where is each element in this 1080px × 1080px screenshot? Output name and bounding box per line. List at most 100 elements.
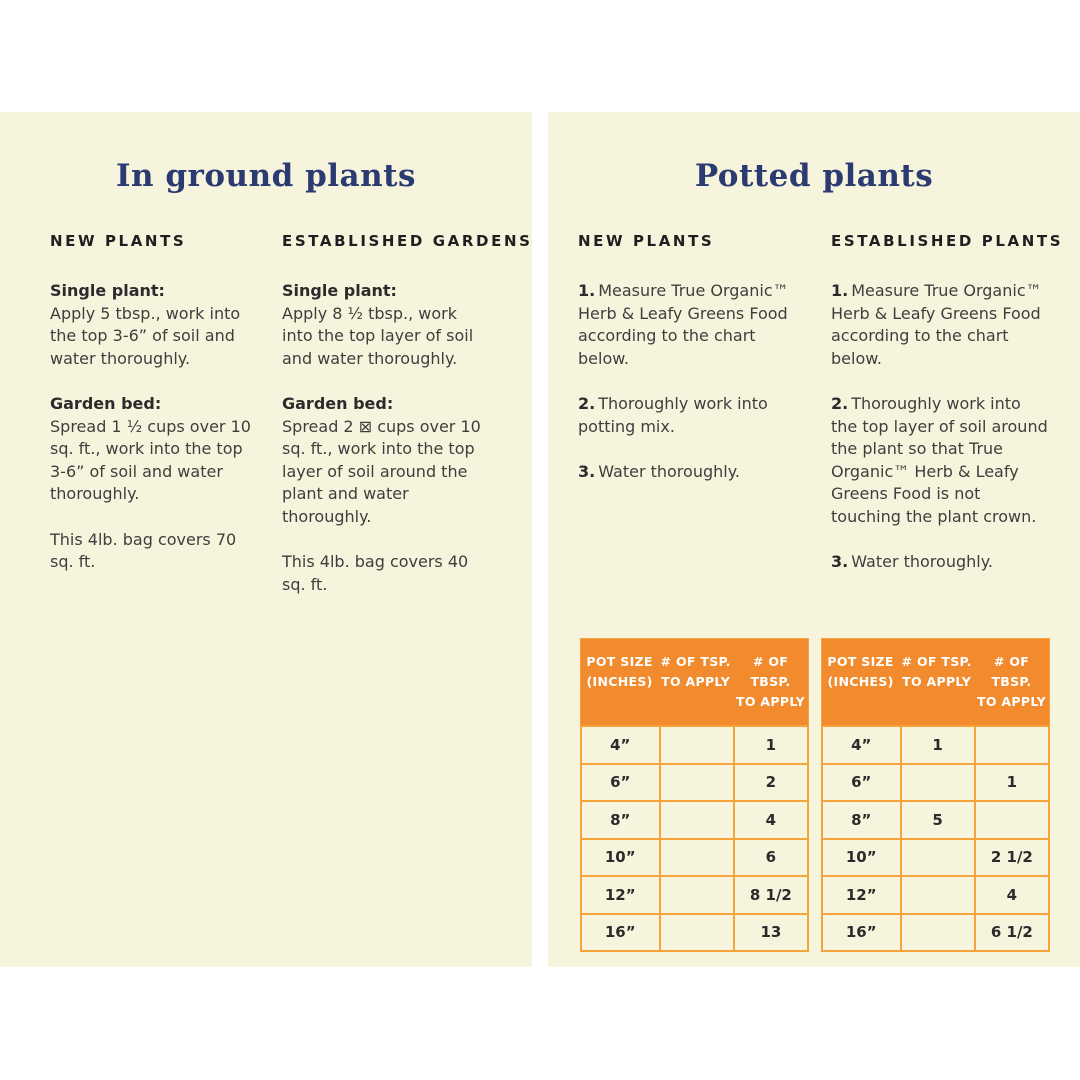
table-row: 12” 4 <box>823 875 1048 913</box>
pot-size-cell: 4” <box>851 735 872 754</box>
table-header-row: POT SIZE (INCHES) # OF TSP. TO APPLY # OF … <box>822 639 1049 726</box>
block-text: This 4lb. bag covers 40 sq. ft. <box>282 552 469 594</box>
block-text: Spread 1 ½ cups over 10 sq. ft., work in… <box>50 416 251 504</box>
table-header-cell: POT SIZE (INCHES) <box>822 652 899 712</box>
table-row: 8” 5 <box>823 800 1048 838</box>
step-text: Water thoroughly. <box>598 462 740 481</box>
table-row: 6” 1 <box>823 762 1048 800</box>
pot-size-cell: 16” <box>845 923 877 942</box>
table-row: 16” 6 1/2 <box>823 912 1048 950</box>
block-label: Garden bed: <box>282 394 394 413</box>
header-line: # OF TBSP. <box>991 654 1032 689</box>
step-number: 1. <box>831 281 849 300</box>
column-new-plants: NEW PLANTS Single plant: Apply 5 tbsp., … <box>50 232 254 619</box>
step-number: 3. <box>831 552 849 571</box>
instruction-block: Single plant: Apply 8 ½ tbsp., work into… <box>282 280 486 370</box>
potted-plants-panel: Potted plants NEW PLANTS 1. Measure True … <box>548 112 1080 967</box>
step-text: Thoroughly work into potting mix. <box>578 394 768 436</box>
tbsp-cell <box>973 727 1048 763</box>
instruction-block: Single plant: Apply 5 tbsp., work into t… <box>50 280 254 370</box>
pot-size-cell: 10” <box>845 848 877 867</box>
column-header: NEW PLANTS <box>50 232 187 250</box>
step-text: Water thoroughly. <box>851 552 993 571</box>
tbsp-cell: 4 <box>732 802 807 838</box>
header-line: # OF TBSP. <box>750 654 791 689</box>
tbsp-cell: 13 <box>732 914 807 950</box>
column-header: ESTABLISHED PLANTS <box>831 232 1064 250</box>
page-title: In ground plants <box>116 158 416 194</box>
tbsp-cell: 2 <box>732 764 807 800</box>
step-item: 3. Water thoroughly. <box>831 551 1048 574</box>
instruction-block: Garden bed: Spread 1 ½ cups over 10 sq. … <box>50 393 254 506</box>
tbsp-cell: 1 <box>732 727 807 763</box>
pot-size-cell: 6” <box>610 773 631 792</box>
tsp-cell <box>658 802 733 838</box>
block-text: Apply 8 ½ tbsp., work into the top layer… <box>282 303 474 368</box>
new-plants-dosing-table: POT SIZE (INCHES) # OF TSP. TO APPLY # OF … <box>580 638 809 952</box>
column-header: ESTABLISHED GARDENS <box>282 232 533 250</box>
step-number: 2. <box>578 394 596 413</box>
header-line: # OF TSP. <box>660 654 731 669</box>
page-title: Potted plants <box>694 158 934 194</box>
pot-size-cell: 6” <box>851 773 872 792</box>
header-line: TO APPLY <box>661 674 731 689</box>
header-line: POT SIZE <box>586 654 653 669</box>
column-established-gardens: ESTABLISHED GARDENS Single plant: Apply … <box>282 232 533 619</box>
tsp-cell <box>899 764 974 800</box>
in-ground-columns: NEW PLANTS Single plant: Apply 5 tbsp., … <box>0 232 532 619</box>
table-header-cell: # OF TSP. TO APPLY <box>658 652 733 712</box>
step-item: 2. Thoroughly work into the top layer of … <box>831 393 1048 528</box>
header-line: (INCHES) <box>827 674 894 689</box>
table-row: 10” 6 <box>582 837 807 875</box>
step-number: 2. <box>831 394 849 413</box>
tbsp-cell <box>973 802 1048 838</box>
step-item: 1. Measure True Organic™ Herb & Leafy Gre… <box>831 280 1048 370</box>
step-item: 1. Measure True Organic™ Herb & Leafy Gre… <box>578 280 795 370</box>
table-row: 6” 2 <box>582 762 807 800</box>
pot-size-cell: 16” <box>604 923 636 942</box>
step-text: Measure True Organic™ Herb & Leafy Green… <box>578 281 789 368</box>
tsp-cell <box>899 877 974 913</box>
tbsp-cell: 1 <box>973 764 1048 800</box>
header-line: TO APPLY <box>736 694 806 709</box>
table-row: 16” 13 <box>582 912 807 950</box>
tsp-cell <box>658 764 733 800</box>
pot-size-cell: 8” <box>851 810 872 829</box>
table-row: 8” 4 <box>582 800 807 838</box>
column-new-plants: NEW PLANTS 1. Measure True Organic™ Herb … <box>578 232 795 597</box>
pot-size-cell: 4” <box>610 735 631 754</box>
tbsp-cell: 4 <box>973 877 1048 913</box>
table-header-cell: # OF TBSP. TO APPLY <box>974 652 1049 712</box>
column-header: NEW PLANTS <box>578 232 715 250</box>
step-number: 3. <box>578 462 596 481</box>
coverage-note: This 4lb. bag covers 70 sq. ft. <box>50 529 254 574</box>
tsp-cell: 5 <box>899 802 974 838</box>
table-row: 4” 1 <box>823 725 1048 763</box>
pot-size-cell: 8” <box>610 810 631 829</box>
tsp-cell <box>899 914 974 950</box>
dosing-tables: POT SIZE (INCHES) # OF TSP. TO APPLY # OF … <box>580 638 1050 952</box>
header-line: TO APPLY <box>902 674 972 689</box>
tsp-cell <box>658 877 733 913</box>
block-label: Single plant: <box>282 281 397 300</box>
column-established-plants: ESTABLISHED PLANTS 1. Measure True Organi… <box>831 232 1064 597</box>
tbsp-cell: 6 <box>732 839 807 875</box>
block-text: Spread 2 ⊠ cups over 10 sq. ft., work in… <box>282 416 481 526</box>
pot-size-cell: 12” <box>604 885 636 904</box>
tsp-cell <box>658 914 733 950</box>
step-text: Measure True Organic™ Herb & Leafy Green… <box>831 281 1042 368</box>
block-text: This 4lb. bag covers 70 sq. ft. <box>50 529 237 572</box>
tbsp-cell: 2 1/2 <box>973 839 1048 875</box>
tbsp-cell: 8 1/2 <box>732 877 807 913</box>
tsp-cell <box>899 839 974 875</box>
table-header-cell: POT SIZE (INCHES) <box>581 652 658 712</box>
step-number: 1. <box>578 281 596 300</box>
potted-columns: NEW PLANTS 1. Measure True Organic™ Herb … <box>548 232 1080 597</box>
table-row: 4” 1 <box>582 725 807 763</box>
block-label: Single plant: <box>50 281 165 300</box>
header-line: # OF TSP. <box>901 654 972 669</box>
table-row: 10” 2 1/2 <box>823 837 1048 875</box>
block-text: Apply 5 tbsp., work into the top 3-6” of… <box>50 303 241 368</box>
step-item: 2. Thoroughly work into potting mix. <box>578 393 795 438</box>
tsp-cell <box>658 839 733 875</box>
